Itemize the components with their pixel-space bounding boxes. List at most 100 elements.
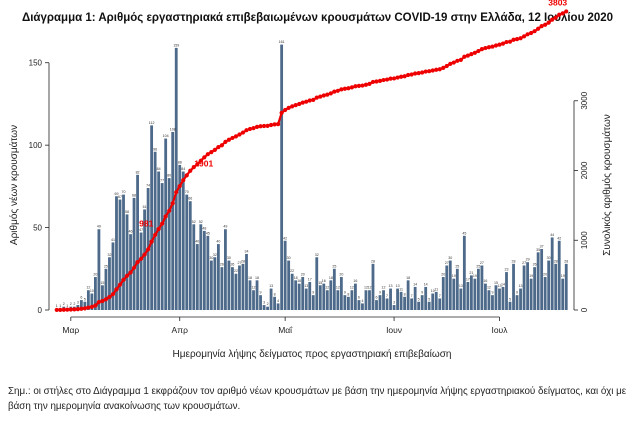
bar-value-label: 18 [248, 276, 252, 280]
cumulative-point [391, 76, 397, 81]
cumulative-point [160, 221, 165, 226]
bar-value-label: 20 [93, 273, 97, 277]
bar-value-label: 12 [325, 286, 329, 290]
bar [491, 295, 494, 310]
bar [171, 131, 175, 310]
bar-value-label: 13 [396, 284, 400, 288]
bar [543, 277, 547, 310]
bar-value-label: 161 [279, 40, 285, 44]
bar-value-label: 5 [509, 297, 511, 301]
bar-value-label: 14 [413, 282, 417, 286]
cumulative-point [532, 29, 537, 34]
bar [248, 280, 252, 310]
bar [213, 257, 217, 310]
bar-value-label: 18 [406, 276, 410, 280]
cumulative-point [290, 104, 295, 109]
cumulative-point [529, 30, 534, 36]
cumulative-point [261, 123, 267, 129]
cumulative-point [283, 107, 288, 113]
bar [245, 253, 248, 310]
bar [164, 138, 168, 310]
bar-value-label: 16 [322, 279, 326, 283]
bar-value-label: 84 [181, 167, 185, 171]
bar-value-label: 28 [512, 259, 516, 263]
cumulative-point [128, 270, 133, 275]
bar-value-label: 2 [267, 302, 269, 306]
cumulative-point [518, 36, 523, 41]
y-axis-tick-label: 0 [38, 306, 43, 315]
bar-value-label: 84 [157, 167, 161, 171]
bar [339, 277, 343, 310]
bar-value-label: 13 [304, 284, 308, 288]
cumulative-point [54, 307, 59, 313]
cumulative-point [142, 252, 147, 257]
cumulative-point [500, 41, 506, 46]
bar-value-label: 58 [125, 210, 129, 214]
cumulative-point [300, 100, 305, 105]
bar [357, 300, 361, 310]
cumulative-point [244, 128, 249, 133]
bar-value-label: 80 [167, 174, 171, 178]
y2-axis-tick-label: 0 [580, 307, 589, 312]
bar [202, 230, 206, 310]
bar-value-label: 82 [136, 170, 140, 174]
cumulative-point [521, 34, 527, 39]
bar-value-label: 28 [554, 259, 558, 263]
bar [526, 262, 529, 310]
x-axis-tick-label: Μαρ [62, 325, 79, 335]
cumulative-point [184, 173, 189, 178]
bar-value-label: 159 [173, 43, 179, 47]
cumulative-point [451, 60, 456, 65]
bar-value-label: 46 [129, 230, 133, 234]
bar-value-label: 28 [564, 259, 568, 263]
cumulative-point [156, 226, 161, 232]
bar [459, 288, 463, 310]
bar-value-label: 22 [234, 269, 238, 273]
bar [108, 257, 111, 310]
cumulative-point [437, 67, 442, 72]
cumulative-point [82, 306, 87, 311]
bar [455, 268, 459, 310]
bar-value-label: 8 [347, 292, 349, 296]
bar [209, 260, 213, 310]
bar-value-label: 9 [260, 291, 262, 295]
cumulative-point [479, 47, 485, 52]
cumulative-point [237, 132, 242, 137]
bar-value-label: 6 [80, 296, 82, 300]
cumulative-point [226, 137, 232, 142]
cumulative-point [427, 69, 432, 74]
cumulative-point [202, 155, 207, 160]
bar-value-label: 8 [274, 292, 276, 296]
bar-value-label: 13 [497, 284, 501, 288]
bar-value-label: 6 [376, 296, 378, 300]
cumulative-point [332, 89, 337, 94]
bar-value-label: 26 [533, 263, 537, 267]
x-axis-tick-label: Μαΐ [278, 325, 293, 335]
bar-value-label: 40 [195, 240, 199, 244]
bar [188, 201, 192, 310]
cumulative-point [79, 306, 84, 311]
cumulative-point [96, 299, 102, 305]
bar-value-label: 9 [491, 291, 493, 295]
bar-value-label: 13 [459, 284, 463, 288]
cumulative-point [356, 83, 362, 88]
cumulative-point [65, 307, 70, 312]
bar-value-label: 12 [364, 286, 368, 290]
bar [136, 174, 139, 310]
bar [371, 263, 375, 310]
cumulative-point [286, 105, 291, 110]
y2-axis-tick-label: 3000 [580, 91, 589, 109]
bar-value-label: 3 [393, 301, 395, 305]
bar [294, 280, 298, 310]
bar [192, 224, 196, 310]
bar-value-label: 112 [149, 121, 155, 125]
bar [350, 290, 354, 310]
bar [361, 303, 364, 310]
bar [157, 171, 161, 310]
bar [473, 278, 477, 310]
bar [280, 44, 284, 311]
bar [290, 273, 294, 310]
bar-value-label: 61 [143, 205, 147, 209]
cumulative-point [311, 97, 316, 102]
bar-value-label: 13 [519, 284, 523, 288]
